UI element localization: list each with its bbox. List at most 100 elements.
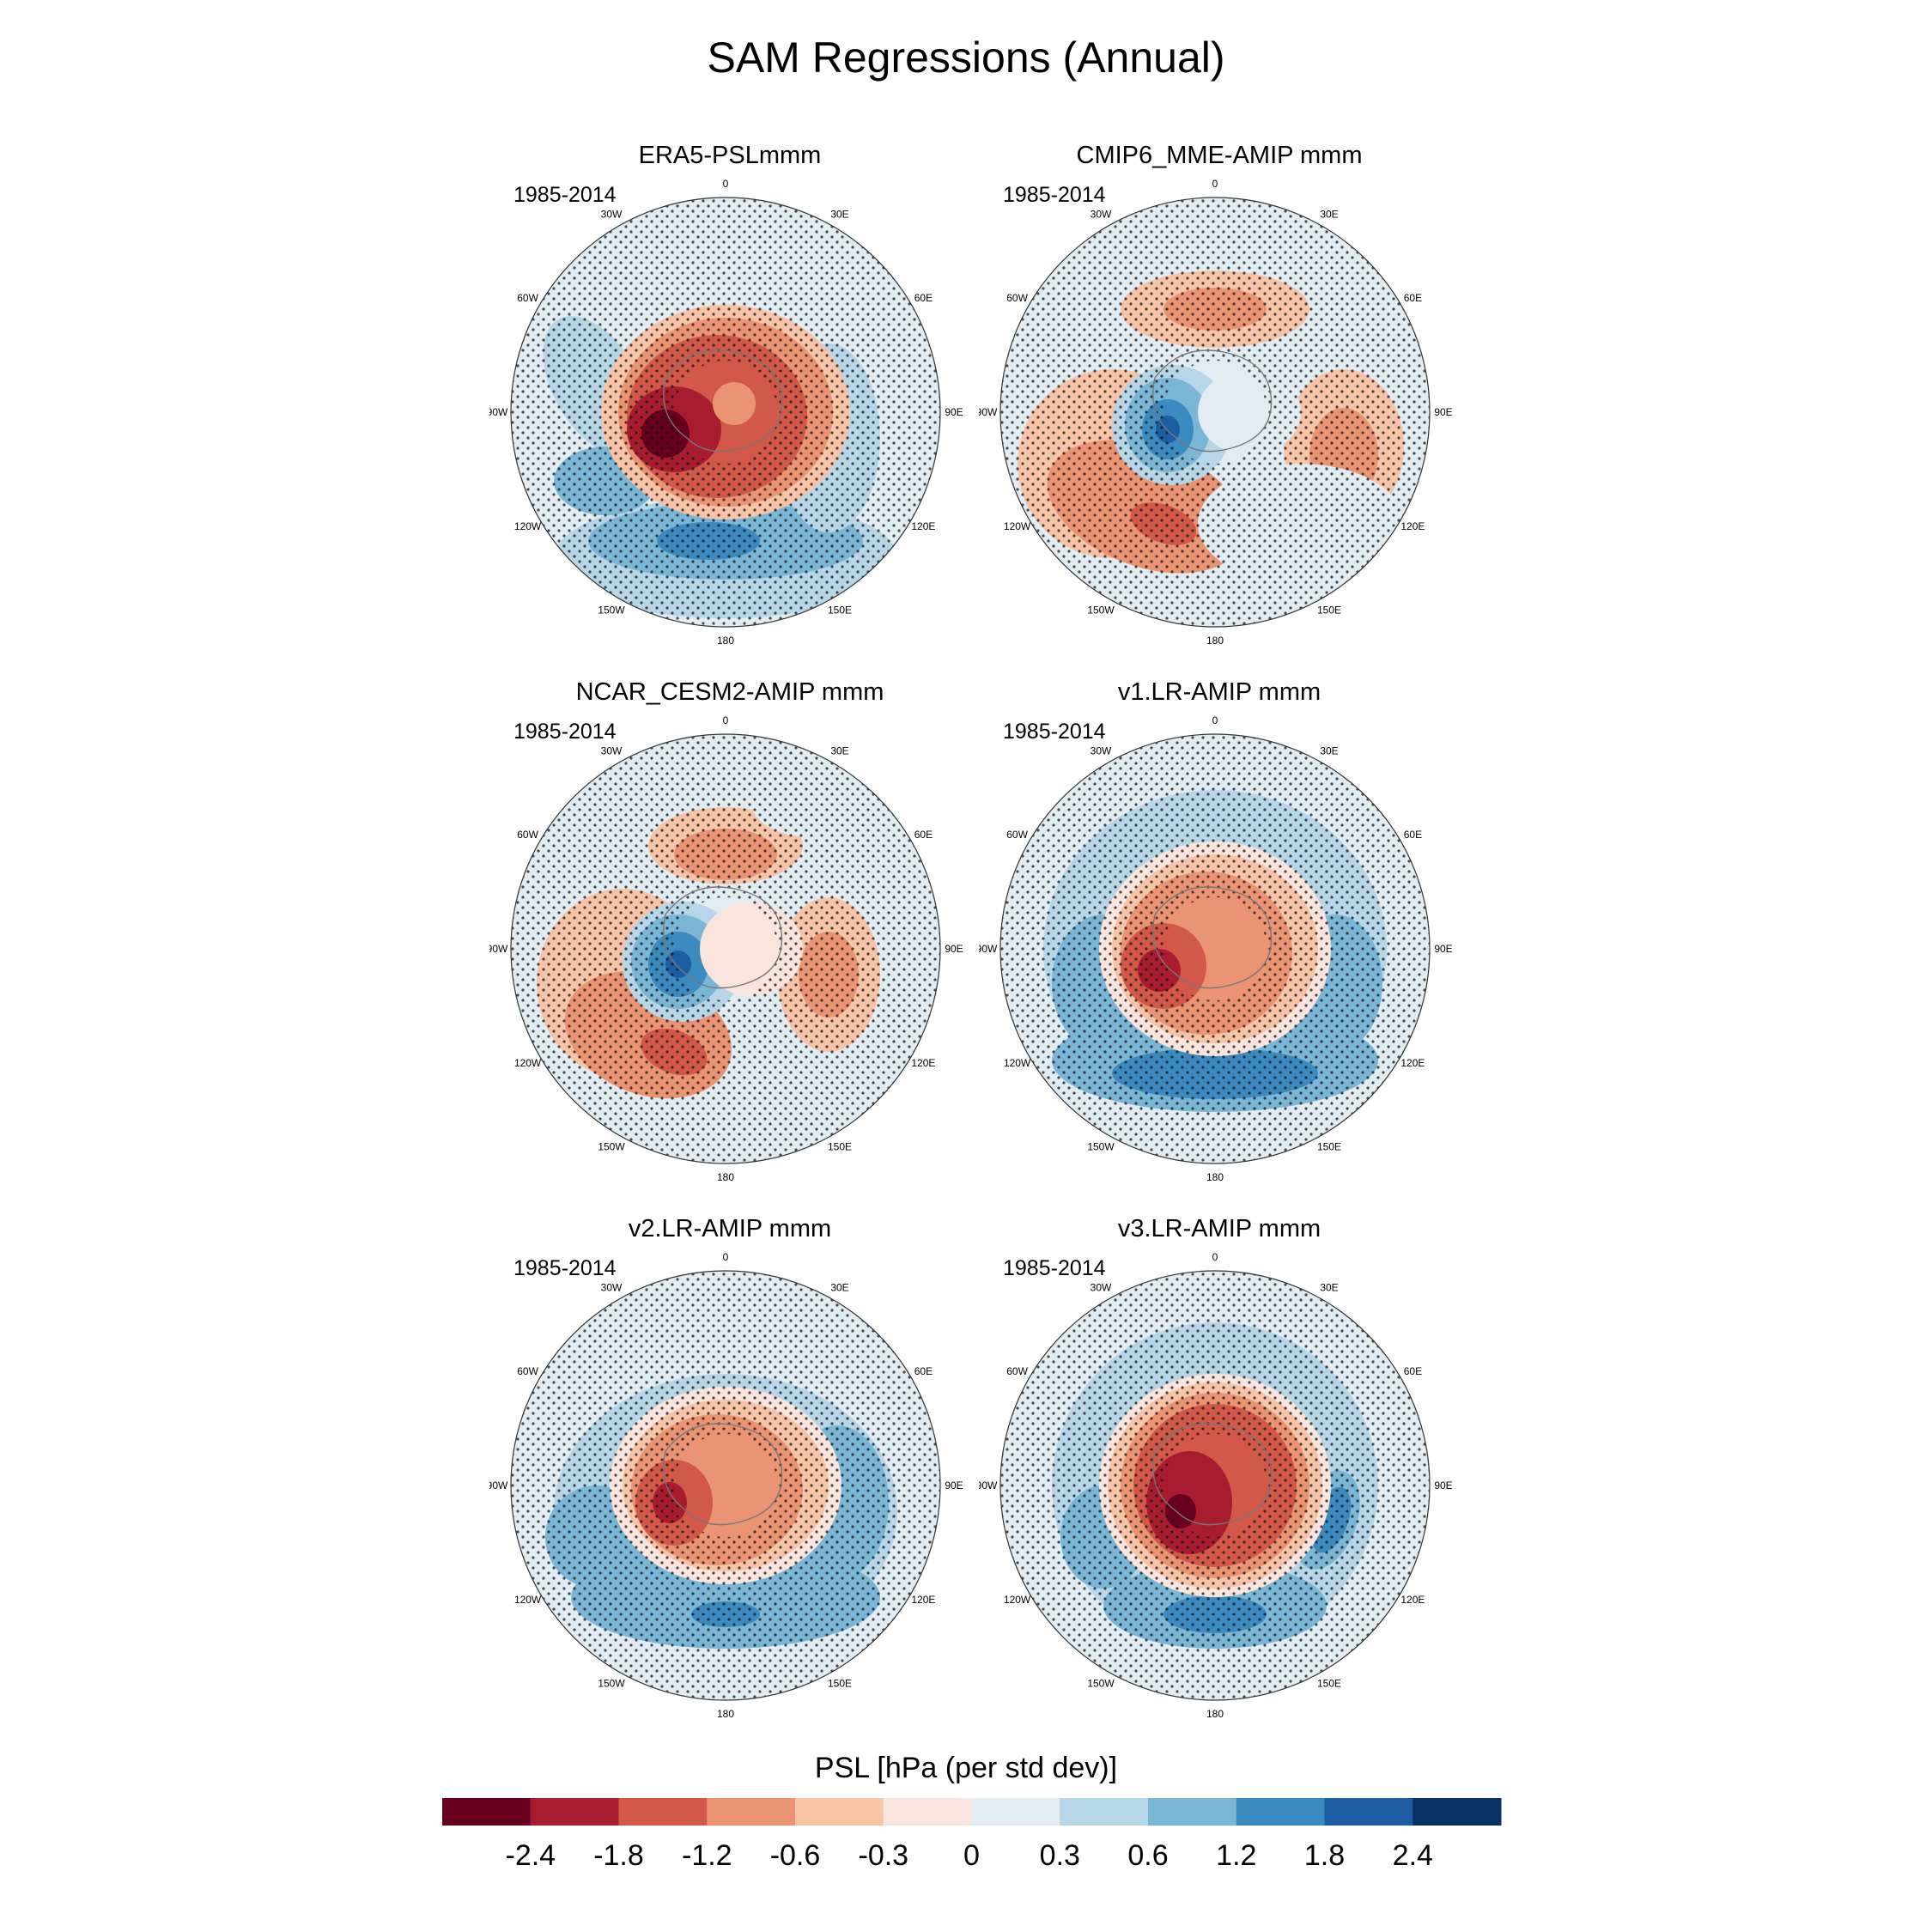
colorbar-swatch bbox=[1236, 1798, 1325, 1826]
field-shading bbox=[511, 197, 940, 627]
map-boundary bbox=[999, 197, 1431, 628]
map-boundary bbox=[999, 1270, 1431, 1701]
longitude-label: 60W bbox=[1006, 829, 1028, 841]
colorbar-swatch bbox=[707, 1798, 796, 1826]
longitude-label: 150E bbox=[1317, 1677, 1341, 1689]
colorbar-swatch bbox=[1324, 1798, 1413, 1826]
colorbar-swatch bbox=[883, 1798, 972, 1826]
polar-map: 0 30E 60E 90E 120E 150E 180 150W 120W 90W 60W 30W bbox=[489, 714, 963, 1183]
longitude-label: 90W bbox=[979, 943, 998, 955]
longitude-label: 120E bbox=[1400, 520, 1425, 532]
polar-map: 0 30E 60E 90E 120E 150E 180 150W 120W 90W 60W 30W bbox=[489, 1251, 963, 1720]
longitude-label: 90E bbox=[1434, 1479, 1452, 1492]
longitude-label: 0 bbox=[1212, 178, 1218, 190]
panel-period: 1985-2014 bbox=[513, 720, 617, 744]
longitude-label: 90W bbox=[979, 1479, 998, 1492]
longitude-label: 180 bbox=[717, 1708, 734, 1720]
contour-region bbox=[713, 382, 756, 425]
colorbar-tick-label: 1.8 bbox=[1304, 1839, 1345, 1872]
colorbar-tick-label: 2.4 bbox=[1393, 1839, 1433, 1872]
longitude-label: 30E bbox=[1320, 745, 1338, 757]
longitude-label: 120E bbox=[1400, 1057, 1425, 1069]
longitude-label: 180 bbox=[717, 1171, 734, 1183]
longitude-label: 30E bbox=[830, 209, 848, 221]
antarctica-coastline bbox=[1152, 1423, 1273, 1526]
longitude-label: 0 bbox=[723, 1251, 729, 1263]
polar-map: 0 30E 60E 90E 120E 150E 180 150W 120W 90W 60W 30W bbox=[979, 1251, 1453, 1720]
antarctica-coastline bbox=[1152, 886, 1273, 989]
longitude-label: 90E bbox=[945, 1479, 963, 1492]
longitude-label: 30W bbox=[1091, 745, 1112, 757]
antarctica-coastline bbox=[663, 1423, 783, 1526]
longitude-label: 120E bbox=[911, 1594, 935, 1606]
colorbar-tick-label: 0.6 bbox=[1127, 1839, 1168, 1872]
longitude-label: 180 bbox=[1206, 635, 1224, 647]
longitude-label: 180 bbox=[717, 635, 734, 647]
longitude-label: 120W bbox=[514, 1057, 542, 1069]
colorbar-swatch bbox=[442, 1798, 532, 1826]
colorbar-tick-label: -2.4 bbox=[506, 1839, 556, 1872]
longitude-label: 30W bbox=[601, 1282, 623, 1294]
longitude-label: 150E bbox=[1317, 604, 1341, 616]
polar-map: 0 30E 60E 90E 120E 150E 180 150W 120W 90W 60W 30W bbox=[979, 178, 1453, 647]
colorbar-swatch bbox=[1060, 1798, 1149, 1826]
longitude-label: 90E bbox=[945, 943, 963, 955]
longitude-label: 120E bbox=[911, 520, 935, 532]
antarctica-coastline bbox=[1152, 349, 1273, 453]
longitude-label: 150W bbox=[1087, 604, 1115, 616]
longitude-label: 120W bbox=[514, 520, 542, 532]
longitude-label: 90W bbox=[979, 406, 998, 418]
colorbar-swatch bbox=[971, 1798, 1060, 1826]
polar-map: 0 30E 60E 90E 120E 150E 180 150W 120W 90W 60W 30W bbox=[489, 178, 963, 647]
longitude-label: 30E bbox=[1320, 209, 1338, 221]
longitude-label: 90E bbox=[1434, 943, 1452, 955]
longitude-label: 0 bbox=[723, 178, 729, 190]
colorbar-tick-label: 0 bbox=[963, 1839, 980, 1872]
map-boundary bbox=[999, 733, 1431, 1164]
significance-stippling bbox=[511, 197, 940, 627]
longitude-label: 150W bbox=[598, 1677, 625, 1689]
longitude-label: 60W bbox=[1006, 292, 1028, 304]
colorbar: -2.4 -1.8 -1.2 -0.6 -0.3 0 0.3 0.6 1.2 1.8 2.4 bbox=[442, 1798, 1502, 1872]
map-panel-era5: ERA5-PSLmmm 1985-2014 0 30E 60E 90E 120E 150E… bbox=[489, 142, 970, 674]
map-panel-v2-lr: v2.LR-AMIP mmm 1985-2014 0 30E 60E 90E 120E 1… bbox=[489, 1215, 970, 1747]
significance-stippling bbox=[1000, 197, 1430, 627]
field-shading bbox=[1000, 1271, 1430, 1700]
longitude-label: 60W bbox=[1006, 1365, 1028, 1377]
colorbar-swatch bbox=[795, 1798, 884, 1826]
antarctica-coastline bbox=[663, 349, 783, 453]
significance-stippling bbox=[511, 734, 940, 1163]
longitude-label: 120E bbox=[1400, 1594, 1425, 1606]
colorbar-swatch bbox=[1413, 1798, 1502, 1826]
polar-map: 0 30E 60E 90E 120E 150E 180 150W 120W 90W 60W 30W bbox=[979, 714, 1453, 1183]
colorbar-tick-label: -0.3 bbox=[859, 1839, 909, 1872]
panel-title: ERA5-PSLmmm bbox=[638, 142, 822, 169]
longitude-label: 150W bbox=[598, 1140, 625, 1152]
significance-stippling bbox=[1000, 734, 1430, 1163]
colorbar-swatch bbox=[530, 1798, 619, 1826]
longitude-label: 0 bbox=[723, 714, 729, 726]
longitude-label: 30W bbox=[1091, 209, 1112, 221]
longitude-label: 60E bbox=[1404, 292, 1422, 304]
longitude-label: 30E bbox=[830, 1282, 848, 1294]
longitude-label: 30W bbox=[601, 209, 623, 221]
longitude-label: 60E bbox=[914, 1365, 933, 1377]
longitude-label: 60E bbox=[914, 292, 933, 304]
longitude-label: 180 bbox=[1206, 1708, 1224, 1720]
panel-title: CMIP6_MME-AMIP mmm bbox=[1076, 142, 1363, 169]
longitude-label: 30E bbox=[1320, 1282, 1338, 1294]
longitude-label: 120W bbox=[1004, 1057, 1031, 1069]
longitude-label: 0 bbox=[1212, 1251, 1218, 1263]
longitude-label: 120W bbox=[1004, 1594, 1031, 1606]
longitude-label: 0 bbox=[1212, 714, 1218, 726]
map-panel-ncar-cesm2: NCAR_CESM2-AMIP mmm 1985-2014 0 30E 60E 90E… bbox=[489, 678, 970, 1211]
longitude-label: 180 bbox=[1206, 1171, 1224, 1183]
longitude-label: 90W bbox=[489, 943, 508, 955]
panel-title: v1.LR-AMIP mmm bbox=[1117, 678, 1321, 706]
longitude-label: 60W bbox=[517, 1365, 538, 1377]
panel-title: v3.LR-AMIP mmm bbox=[1117, 1215, 1321, 1242]
field-shading bbox=[1000, 197, 1430, 627]
longitude-label: 150W bbox=[598, 604, 625, 616]
map-boundary bbox=[510, 1270, 941, 1701]
longitude-label: 150E bbox=[828, 604, 852, 616]
